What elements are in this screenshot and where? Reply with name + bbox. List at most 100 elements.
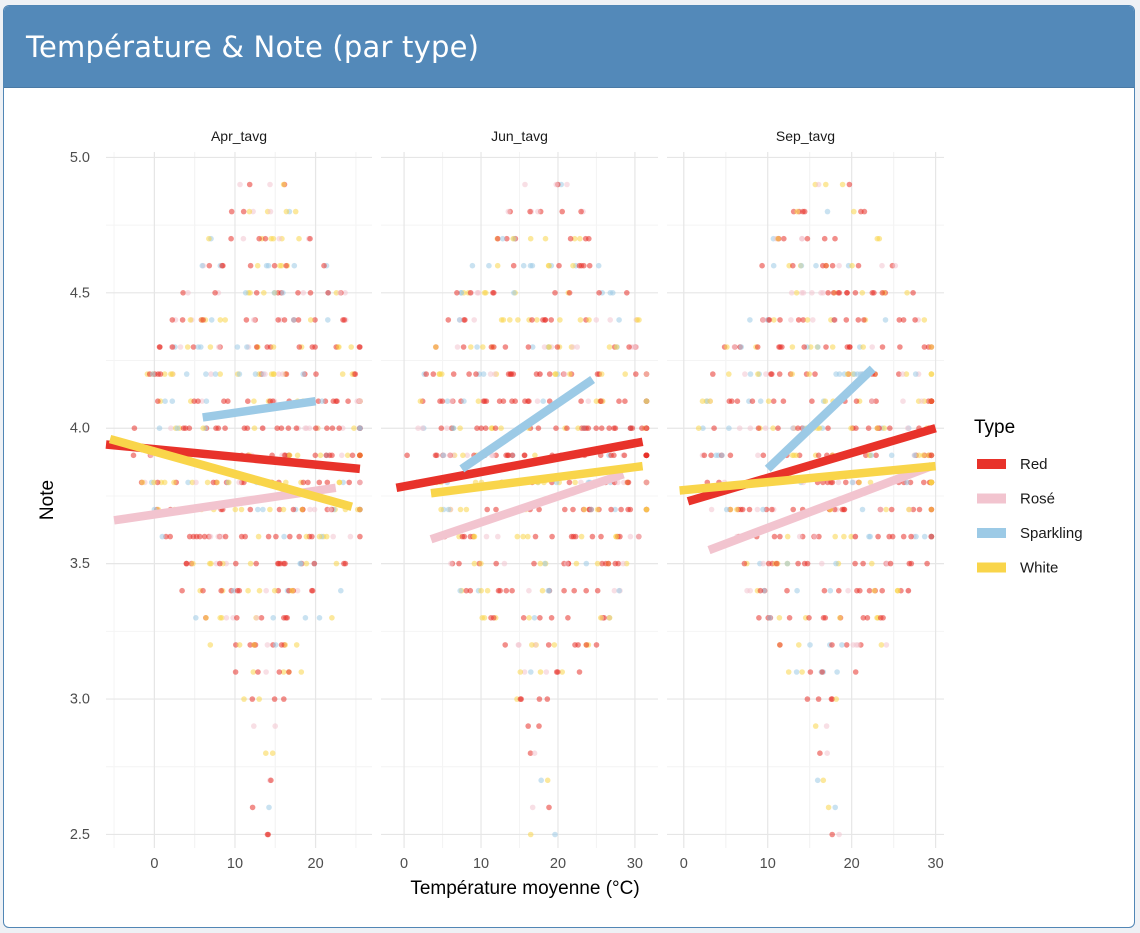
scatter-point-sparkling bbox=[183, 371, 190, 377]
scatter-point-white bbox=[471, 533, 478, 540]
legend: Type Red Rosé Sparkling White bbox=[974, 417, 1083, 577]
scatter-point-rose bbox=[824, 750, 830, 756]
scatter-point-red bbox=[183, 560, 190, 567]
scatter-point-rose bbox=[267, 208, 274, 215]
scatter-point-red bbox=[502, 642, 509, 648]
scatter-point-rose bbox=[193, 479, 199, 486]
scatter-point-sparkling bbox=[156, 425, 163, 432]
scatter-point-sparkling bbox=[456, 317, 463, 323]
scatter-point-white bbox=[573, 560, 580, 567]
scatter-point-red bbox=[510, 371, 517, 377]
scatter-point-red bbox=[776, 344, 782, 350]
scatter-point-white bbox=[161, 371, 168, 377]
scatter-point-white bbox=[268, 371, 275, 377]
scatter-point-sparkling bbox=[851, 371, 858, 377]
scatter-point-sparkling bbox=[583, 560, 590, 567]
scatter-point-sparkling bbox=[794, 587, 800, 594]
scatter-point-red bbox=[345, 398, 351, 405]
scatter-point-red bbox=[191, 398, 197, 405]
scatter-point-red bbox=[491, 290, 497, 296]
y-tick-label: 3.0 bbox=[70, 692, 90, 708]
scatter-point-red bbox=[852, 560, 858, 567]
scatter-point-red bbox=[921, 479, 927, 486]
faceted-scatter-chart: 2.5 3.0 3.5 4.0 4.5 5.0 Apr_tavg 0 10 20 Jun_tavg 0… bbox=[37, 128, 1083, 899]
trend-line-red bbox=[395, 437, 644, 492]
scatter-point-sparkling bbox=[738, 344, 745, 350]
scatter-point-red bbox=[423, 371, 430, 377]
scatter-point-red bbox=[804, 560, 811, 567]
scatter-point-red bbox=[228, 208, 235, 215]
scatter-point-rose bbox=[818, 290, 824, 296]
scatter-point-red bbox=[852, 290, 859, 296]
scatter-point-red bbox=[243, 317, 250, 323]
scatter-point-red bbox=[861, 317, 867, 323]
scatter-point-red bbox=[495, 235, 501, 242]
scatter-point-red bbox=[608, 506, 614, 513]
scatter-point-white bbox=[151, 479, 157, 486]
scatter-point-white bbox=[238, 506, 245, 513]
scatter-point-sparkling bbox=[469, 262, 476, 269]
scatter-point-white bbox=[789, 371, 795, 377]
scatter-point-red bbox=[281, 696, 287, 702]
scatter-point-red bbox=[565, 615, 571, 621]
scatter-point-red bbox=[548, 615, 555, 621]
scatter-point-white bbox=[498, 317, 505, 323]
scatter-point-red bbox=[460, 344, 467, 350]
scatter-point-red bbox=[900, 317, 907, 323]
scatter-point-red bbox=[282, 452, 289, 459]
scatter-point-red bbox=[284, 615, 291, 621]
scatter-point-red bbox=[593, 642, 600, 648]
scatter-point-sparkling bbox=[616, 587, 622, 594]
scatter-point-rose bbox=[447, 452, 453, 459]
scatter-point-red bbox=[766, 317, 773, 323]
scatter-point-red bbox=[897, 344, 903, 350]
scatter-point-rose bbox=[444, 425, 450, 432]
scatter-point-red bbox=[540, 317, 546, 323]
scatter-point-red bbox=[321, 262, 327, 269]
scatter-point-red bbox=[825, 290, 831, 296]
scatter-point-red bbox=[242, 533, 248, 540]
scatter-point-red bbox=[910, 506, 917, 513]
scatter-point-red bbox=[222, 533, 229, 540]
scatter-point-red bbox=[503, 452, 509, 459]
scatter-point-sparkling bbox=[444, 398, 451, 405]
scatter-point-white bbox=[417, 398, 424, 405]
scatter-point-rose bbox=[815, 181, 822, 188]
scatter-point-red bbox=[349, 452, 356, 459]
scatter-point-red bbox=[860, 560, 866, 567]
scatter-point-red bbox=[843, 642, 850, 648]
scatter-point-sparkling bbox=[272, 642, 279, 648]
scatter-point-rose bbox=[306, 425, 313, 432]
trend-line-sparkling bbox=[459, 375, 595, 473]
scatter-point-red bbox=[246, 181, 253, 188]
trend-line-sparkling bbox=[764, 365, 876, 472]
scatter-point-rose bbox=[607, 317, 613, 323]
scatter-point-white bbox=[457, 425, 463, 432]
scatter-point-red bbox=[829, 696, 835, 702]
scatter-point-sparkling bbox=[834, 669, 840, 675]
scatter-point-red bbox=[536, 506, 542, 513]
scatter-point-white bbox=[851, 208, 857, 215]
scatter-point-white bbox=[298, 669, 305, 675]
scatter-point-red bbox=[357, 344, 363, 350]
scatter-point-red bbox=[459, 533, 466, 540]
scatter-point-red bbox=[815, 452, 822, 459]
scatter-point-red bbox=[877, 615, 884, 621]
scatter-point-white bbox=[280, 181, 287, 188]
scatter-point-red bbox=[169, 344, 176, 350]
scatter-point-rose bbox=[760, 317, 767, 323]
scatter-point-white bbox=[771, 317, 777, 323]
scatter-point-rose bbox=[177, 344, 184, 350]
scatter-point-sparkling bbox=[266, 804, 272, 811]
scatter-point-red bbox=[776, 371, 783, 377]
scatter-point-red bbox=[800, 208, 806, 215]
scatter-point-red bbox=[830, 290, 837, 296]
scatter-point-white bbox=[606, 344, 613, 350]
scatter-point-red bbox=[616, 398, 622, 405]
scatter-point-rose bbox=[251, 723, 257, 729]
scatter-point-red bbox=[537, 615, 543, 621]
scatter-point-white bbox=[527, 235, 534, 242]
scatter-point-red bbox=[473, 371, 479, 377]
scatter-point-red bbox=[585, 425, 592, 432]
scatter-point-white bbox=[283, 208, 290, 215]
